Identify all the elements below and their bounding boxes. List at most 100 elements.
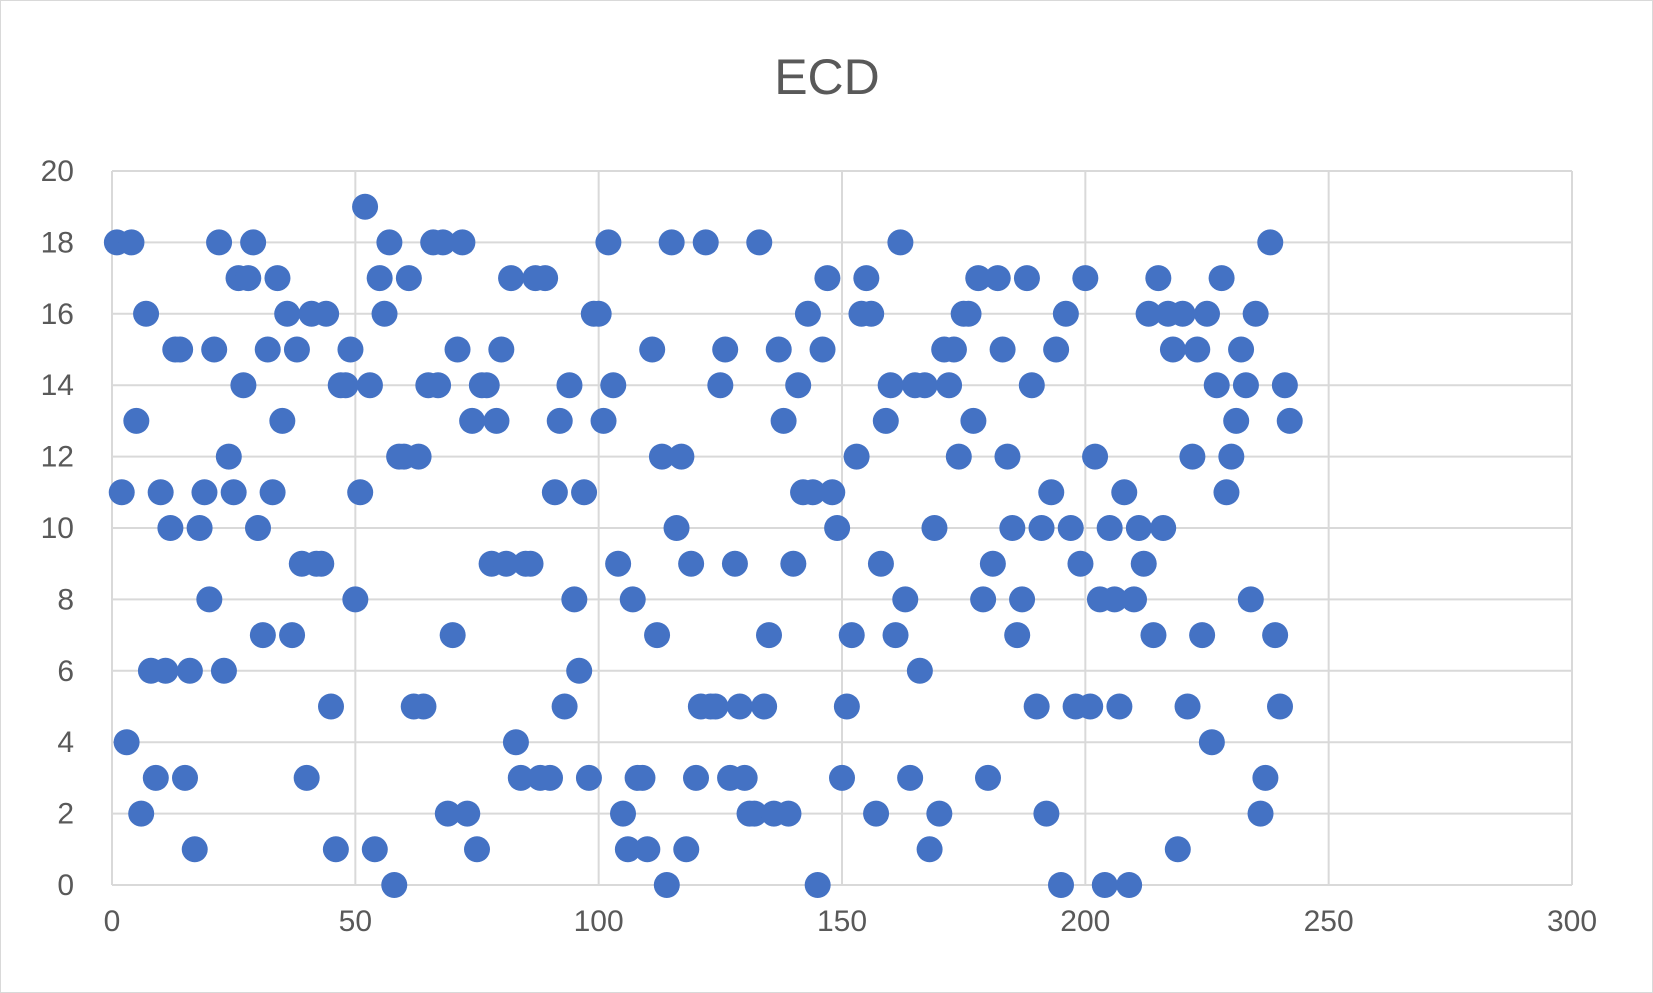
- data-point: [692, 229, 719, 256]
- data-point: [892, 586, 919, 613]
- data-point: [532, 265, 559, 292]
- y-tick-label: 18: [41, 226, 74, 259]
- data-point: [575, 764, 602, 791]
- data-point: [206, 229, 233, 256]
- data-point: [639, 336, 666, 363]
- data-point: [926, 800, 953, 827]
- data-point: [600, 372, 627, 399]
- data-point: [337, 336, 364, 363]
- data-point: [887, 229, 914, 256]
- data-point: [683, 764, 709, 791]
- data-point: [405, 443, 432, 470]
- data-point: [259, 479, 286, 506]
- data-point: [1159, 336, 1186, 363]
- data-point: [1052, 300, 1079, 327]
- data-point: [356, 372, 383, 399]
- data-point: [1208, 265, 1235, 292]
- data-point: [186, 515, 213, 541]
- data-point: [352, 193, 379, 220]
- data-point: [605, 550, 632, 577]
- data-point: [210, 657, 237, 684]
- data-point: [721, 550, 748, 577]
- data-point: [322, 836, 349, 863]
- data-point: [1237, 586, 1264, 613]
- data-point: [235, 265, 262, 292]
- data-point: [517, 550, 544, 577]
- data-point: [585, 300, 612, 327]
- data-point: [507, 764, 534, 791]
- data-point: [756, 622, 782, 649]
- x-tick-label: 150: [817, 905, 867, 938]
- data-point: [648, 443, 675, 470]
- data-point: [1169, 300, 1196, 327]
- data-point: [546, 407, 573, 434]
- data-point: [960, 407, 987, 434]
- data-point: [751, 693, 778, 720]
- data-point: [663, 515, 690, 541]
- data-point: [741, 800, 768, 827]
- data-point: [799, 479, 826, 506]
- data-point: [1223, 407, 1250, 434]
- data-point: [970, 586, 997, 613]
- data-point: [425, 372, 452, 399]
- data-point: [551, 693, 578, 720]
- data-point: [556, 372, 583, 399]
- data-point: [1077, 693, 1104, 720]
- data-point: [1048, 872, 1074, 898]
- data-point: [1106, 693, 1133, 720]
- data-point: [1121, 586, 1147, 613]
- data-point: [1135, 300, 1162, 327]
- data-point: [1096, 515, 1123, 541]
- data-point: [1262, 622, 1289, 649]
- y-tick-label: 14: [41, 369, 74, 402]
- data-point: [434, 800, 461, 827]
- data-point: [614, 836, 641, 863]
- data-point: [1218, 443, 1245, 470]
- data-point: [561, 586, 588, 613]
- data-point: [678, 550, 705, 577]
- data-point: [775, 800, 802, 827]
- data-point: [882, 622, 909, 649]
- data-point: [1184, 336, 1211, 363]
- data-point: [1174, 693, 1201, 720]
- y-tick-label: 2: [57, 798, 74, 831]
- data-point: [965, 265, 992, 292]
- data-point: [113, 729, 140, 756]
- x-tick-label: 300: [1547, 905, 1597, 938]
- data-point: [473, 372, 500, 399]
- data-point: [853, 265, 880, 292]
- data-point: [999, 515, 1026, 541]
- data-point: [541, 479, 568, 506]
- data-point: [220, 479, 247, 506]
- data-point: [940, 336, 967, 363]
- data-point: [712, 336, 739, 363]
- data-point: [1033, 800, 1060, 827]
- data-point: [1091, 872, 1118, 898]
- data-point: [254, 336, 281, 363]
- data-point: [308, 550, 335, 577]
- data-point: [167, 336, 194, 363]
- data-point: [366, 265, 393, 292]
- data-point: [566, 657, 593, 684]
- x-tick-label: 50: [339, 905, 372, 938]
- data-point: [1125, 515, 1152, 541]
- data-point: [1111, 479, 1138, 506]
- data-point: [1116, 872, 1143, 898]
- data-point: [629, 764, 656, 791]
- data-point: [493, 550, 520, 577]
- data-point: [176, 657, 203, 684]
- x-tick-label: 250: [1304, 905, 1354, 938]
- data-point: [1228, 336, 1255, 363]
- y-tick-label: 20: [41, 155, 74, 188]
- data-point: [1247, 800, 1274, 827]
- data-point: [459, 407, 486, 434]
- x-tick-label: 0: [104, 905, 121, 938]
- data-point: [1009, 586, 1036, 613]
- data-point: [726, 693, 753, 720]
- data-point: [731, 764, 758, 791]
- data-point: [152, 657, 179, 684]
- data-point: [863, 800, 890, 827]
- data-point: [571, 479, 598, 506]
- data-point: [483, 407, 510, 434]
